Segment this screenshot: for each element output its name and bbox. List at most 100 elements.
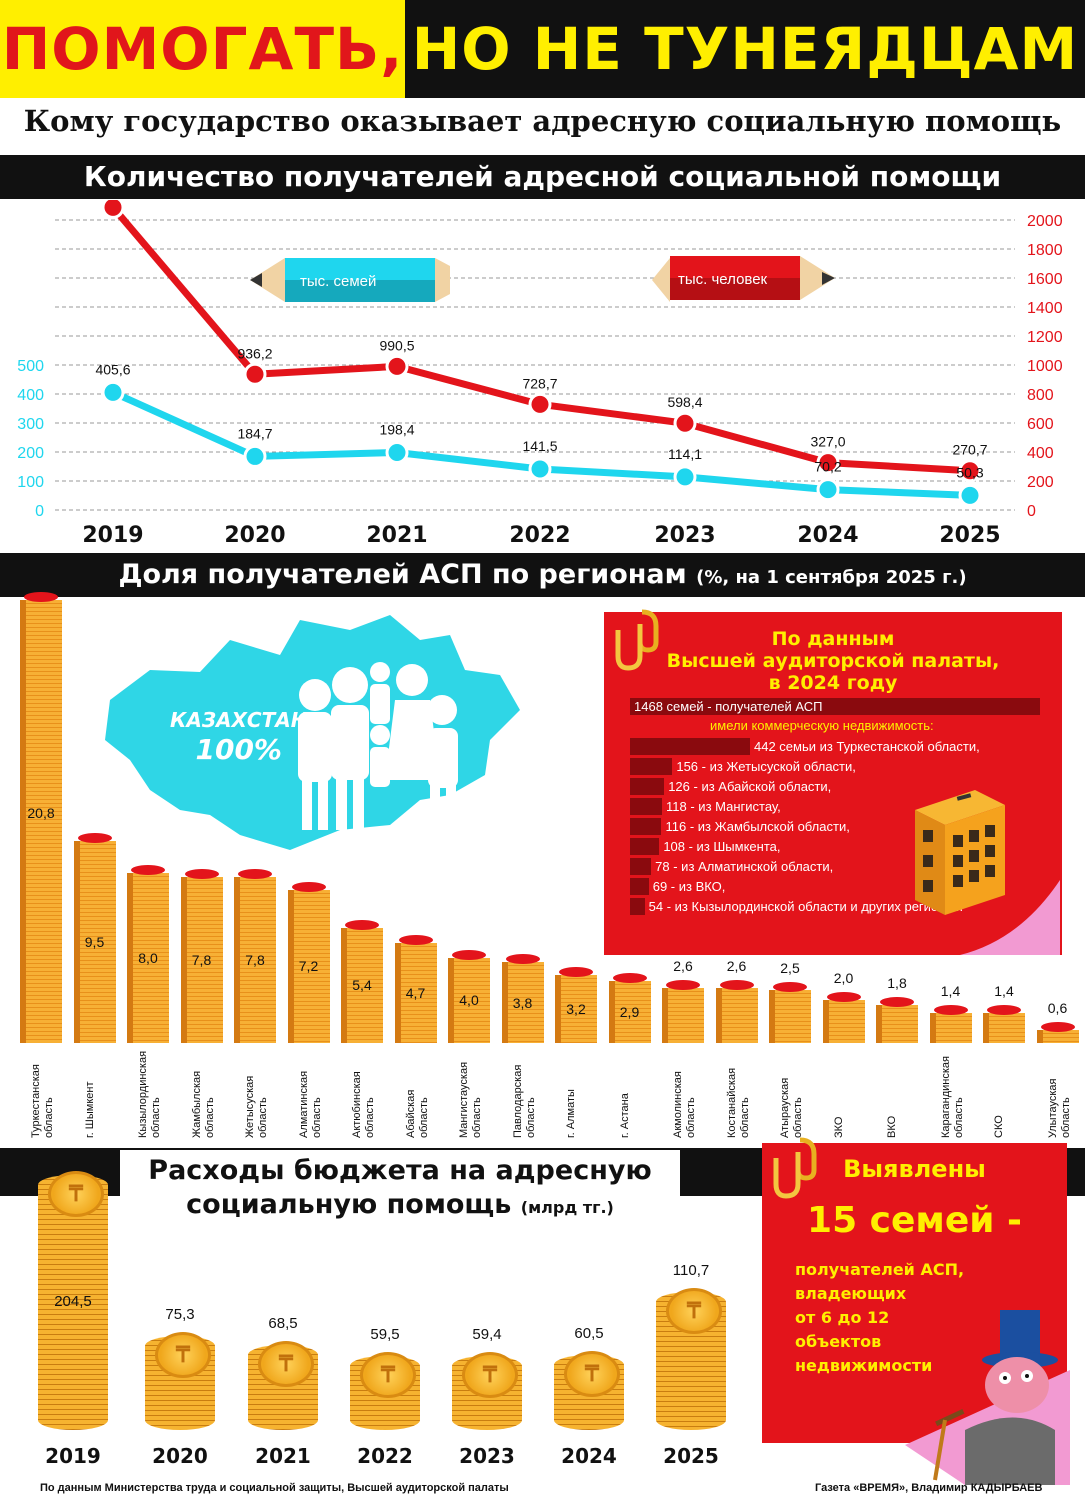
tenge-coin-icon: ₸ [155,1332,211,1379]
region-value-label: 9,5 [84,933,105,950]
region-bar [501,962,544,1043]
region-bar-top [24,592,58,602]
paperclip-icon [615,609,659,671]
tenge-coin-icon: ₸ [564,1350,620,1397]
region-value-label: 0,6 [1047,1000,1068,1017]
x-tick-label: 2025 [939,523,1000,548]
revealed-count: 15 семей - [807,1200,1022,1241]
right-tick-label: 1800 [1027,242,1063,259]
x-tick-label: 2022 [509,523,570,548]
series-point [816,478,840,502]
region-value-label: 4,7 [405,984,426,1001]
region-bar-top [719,979,754,990]
rich-man-cartoon [905,1310,1070,1485]
audit-row-text: 126 - из Абайской области, [668,779,832,794]
audit-total-line: 1468 семей - получателей АСП [634,699,823,714]
audit-row-bar [630,738,750,755]
region-bar [180,876,223,1043]
budget-year-label: 2025 [663,1444,719,1468]
right-tick-label: 1200 [1027,329,1063,346]
region-bar [127,872,169,1043]
audit-row-bar [630,818,662,835]
right-tick-label: 200 [1027,474,1054,491]
region-category-label: Атырауская область [779,1077,804,1138]
budget-year-label: 2022 [357,1444,413,1468]
region-value-label: 3,8 [512,994,533,1011]
series-point [673,465,697,489]
series-point [101,380,125,404]
region-bar-top [184,868,219,879]
series-point [243,444,267,468]
budget-value-label: 204,5 [54,1292,92,1310]
region-bar-top [880,996,914,1007]
region-category-label: Абайская область [404,1089,430,1138]
budget-year-label: 2020 [152,1444,208,1468]
region-bar [1036,1030,1079,1043]
building-icon [915,790,1005,915]
region-value-label: 7,2 [298,958,319,975]
data-label: 598,4 [667,394,702,410]
tenge-coin-icon: ₸ [48,1171,104,1217]
data-label: 936,2 [237,345,272,361]
data-label: 141,5 [522,438,557,454]
tenge-coin-icon: ₸ [360,1351,416,1398]
region-bar-top [1040,1022,1075,1033]
right-tick-label: 1000 [1027,358,1063,375]
region-category-label: Кызылординская область [137,1050,162,1138]
region-bar [394,942,437,1043]
x-tick-label: 2023 [654,523,715,548]
data-label: 270,7 [952,442,987,458]
region-value-label: 1,4 [940,983,961,1000]
region-category-label: СКО [993,1115,1005,1138]
region-bar [341,927,383,1043]
series-point [958,459,982,483]
region-bar-top [987,1005,1021,1016]
line-chart-series: 2087,5936,2990,5728,7598,4327,0270,7405,… [95,200,988,507]
region-bar [876,1004,918,1043]
region-value-label: 2,0 [833,970,854,987]
region-value-label: 7,8 [191,951,212,968]
region-category-label: г. Астана [618,1093,631,1138]
data-label: 198,4 [379,421,414,437]
region-bar-top [773,981,807,992]
region-bar-top [398,934,433,945]
audit-row-text: 54 - из Кызылординской области и других … [648,899,964,914]
region-bar-top [612,973,647,984]
audit-row-bar [630,838,660,855]
region-category-label: Улытауская область [1046,1078,1072,1139]
data-label: 114,1 [668,446,702,462]
left-tick-label: 500 [17,358,44,375]
region-category-label: г. Шымкент [83,1081,96,1139]
budget-year-label: 2023 [459,1444,515,1468]
audit-row-bar [630,798,663,815]
audit-row-text: 442 семьи из Туркестанской области, [754,739,980,754]
title-left: ПОМОГАТЬ, [0,0,405,98]
left-tick-label: 400 [17,387,44,404]
right-tick-label: 0 [1027,503,1036,520]
data-label: 184,7 [237,425,272,441]
revealed-text: получателей АСП, владеющих от 6 до 12 об… [795,1260,965,1375]
region-category-label: г. Алматы [565,1089,577,1138]
x-tick-label: 2020 [224,523,285,548]
audit-row-text: 116 - из Жамбылской области, [665,819,850,834]
audit-row-bar [630,758,673,775]
series-point [101,200,125,219]
tenge-coin-icon: ₸ [666,1287,722,1334]
region-category-label: Актюбинская область [351,1071,376,1138]
region-value-label: 2,5 [780,959,800,976]
page-curl [960,880,1060,955]
budget-value-label: 60,5 [574,1324,604,1342]
series-point [528,457,552,481]
data-label: 327,0 [810,434,845,450]
pencil-people-label: тыс. человек [678,271,768,288]
left-tick-label: 300 [17,416,44,433]
subtitle: Кому государство оказывает адресную соци… [23,104,1062,138]
region-category-label: Павлодарская область [511,1064,537,1138]
audit-row-bar [630,898,645,915]
budget-value-label: 59,5 [370,1325,400,1343]
line-chart-title: Количество получателей адресной социальн… [0,155,1085,199]
data-label: 405,6 [95,361,130,377]
pencil-families-label: тыс. семей [300,273,376,290]
budget-value-label: 59,4 [472,1325,502,1343]
audit-row-text: 108 - из Шымкента, [663,839,781,854]
